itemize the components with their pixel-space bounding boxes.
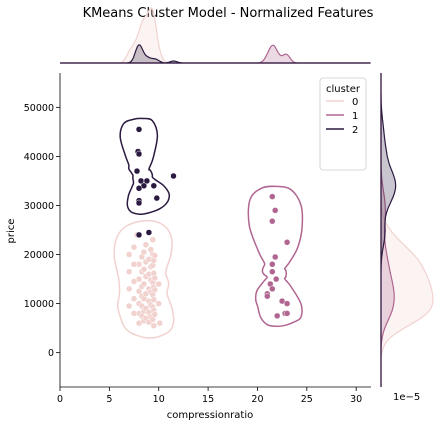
right-marginal-kde — [380, 73, 434, 387]
point-cluster-1 — [283, 300, 291, 307]
x-tick-label: 5 — [106, 394, 112, 405]
point-cluster-0 — [130, 261, 138, 268]
legend-label-2: 2 — [352, 125, 358, 136]
point-cluster-1 — [269, 285, 276, 293]
point-cluster-1 — [269, 261, 276, 268]
legend-label-0: 0 — [352, 97, 358, 108]
point-cluster-0 — [140, 248, 148, 256]
chart-title: KMeans Cluster Model - Normalized Featur… — [83, 6, 374, 21]
right-kde-cluster-2 — [380, 73, 397, 387]
point-cluster-0 — [125, 251, 133, 258]
point-cluster-0 — [125, 302, 133, 310]
y-tick-label: 50000 — [24, 103, 54, 114]
y-tick-label: 30000 — [24, 201, 54, 212]
point-cluster-2 — [150, 182, 158, 190]
point-cluster-0 — [130, 310, 138, 317]
point-cluster-0 — [149, 236, 157, 244]
kde-contour-cluster-1 — [247, 185, 304, 328]
point-cluster-0 — [125, 268, 133, 275]
point-cluster-1 — [272, 275, 280, 283]
y-tick-label: 0 — [48, 348, 54, 359]
point-cluster-2 — [135, 185, 143, 192]
point-cluster-0 — [156, 319, 163, 327]
x-tick-label: 20 — [251, 394, 263, 405]
point-cluster-2 — [135, 126, 143, 133]
legend-label-1: 1 — [352, 111, 358, 122]
point-cluster-0 — [150, 296, 158, 303]
x-tick-label: 30 — [350, 394, 362, 405]
point-cluster-0 — [125, 285, 133, 293]
point-cluster-1 — [273, 312, 281, 320]
top-kde-cluster-1 — [60, 44, 371, 64]
x-axis-ticks: 0 5 10 15 20 25 30 — [57, 387, 362, 405]
point-cluster-0 — [151, 252, 159, 259]
x-tick-label: 15 — [202, 394, 214, 405]
kde-contour-cluster-2 — [119, 117, 171, 215]
x-tick-label: 25 — [301, 394, 313, 405]
point-cluster-0 — [140, 280, 148, 288]
point-cluster-2 — [133, 167, 141, 175]
y-axis-ticks: 0 10000 20000 30000 40000 50000 — [24, 103, 60, 359]
point-cluster-2 — [145, 229, 153, 236]
point-cluster-0 — [130, 243, 138, 251]
point-cluster-0 — [142, 241, 150, 248]
point-cluster-2 — [170, 172, 177, 180]
point-cluster-0 — [151, 274, 159, 282]
y-tick-label: 20000 — [24, 250, 54, 261]
point-cluster-1 — [283, 310, 291, 317]
x-axis-label: compressionratio — [167, 410, 253, 421]
y-tick-label: 10000 — [24, 299, 54, 310]
point-cluster-1 — [269, 217, 276, 225]
point-cluster-0 — [151, 286, 159, 294]
point-cluster-0 — [155, 300, 162, 307]
point-cluster-2 — [135, 199, 143, 207]
point-cluster-0 — [135, 288, 143, 295]
point-cluster-1 — [269, 193, 276, 200]
point-cluster-0 — [150, 322, 158, 329]
point-cluster-2 — [135, 231, 143, 239]
main-axes — [59, 73, 371, 388]
point-cluster-1 — [271, 253, 279, 261]
point-cluster-1 — [264, 292, 271, 300]
kde-contours — [113, 117, 304, 339]
kde-contour-cluster-0 — [113, 219, 175, 339]
y-axis-label: price — [6, 219, 17, 244]
top-marginal-kde — [60, 7, 371, 64]
point-cluster-2 — [143, 177, 151, 185]
point-cluster-0 — [155, 280, 162, 288]
point-cluster-1 — [269, 268, 276, 275]
point-cluster-1 — [283, 239, 291, 246]
scatter-points — [125, 126, 291, 329]
y-tick-label: 40000 — [24, 152, 54, 163]
point-cluster-2 — [135, 150, 143, 158]
point-cluster-1 — [271, 207, 279, 214]
point-cluster-0 — [151, 311, 159, 318]
offset-label: 1e−5 — [393, 392, 420, 403]
point-cluster-0 — [130, 295, 138, 302]
point-cluster-0 — [140, 266, 148, 273]
legend: cluster 0 1 2 — [319, 77, 367, 171]
x-tick-label: 0 — [57, 394, 63, 405]
right-kde-cluster-0 — [380, 73, 434, 387]
x-tick-label: 10 — [153, 394, 165, 405]
top-kde-cluster-2 — [60, 44, 371, 64]
point-cluster-2 — [153, 194, 161, 202]
point-cluster-0 — [130, 278, 138, 285]
legend-title: cluster — [326, 84, 361, 95]
